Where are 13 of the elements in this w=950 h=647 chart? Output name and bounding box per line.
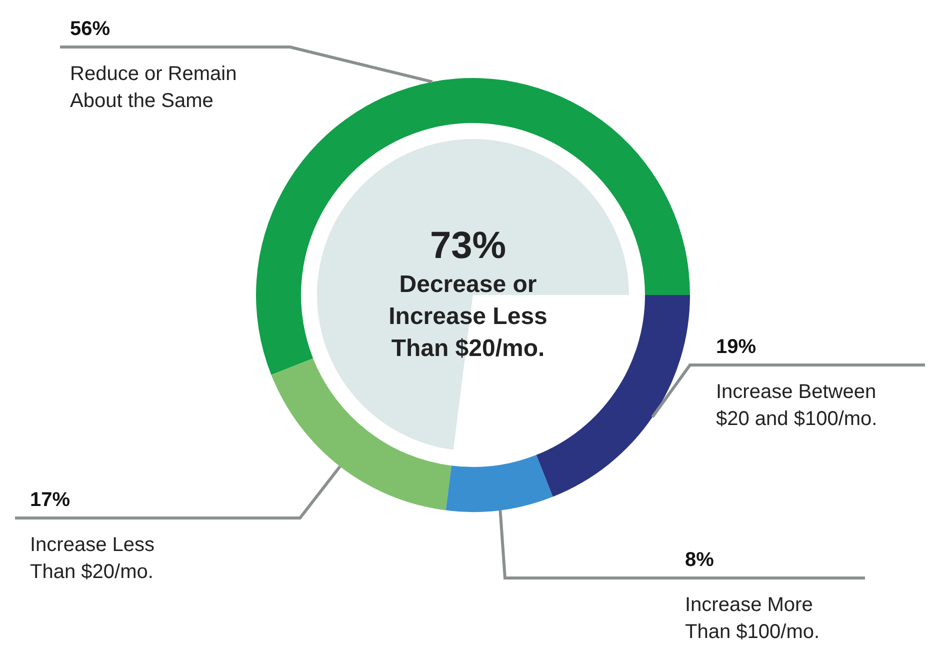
data-label: 56% xyxy=(70,18,110,40)
slice-label: Increase Between $20 and $100/mo. xyxy=(716,381,878,430)
data-label: 17% xyxy=(30,489,70,511)
data-label: 8% xyxy=(685,549,714,571)
donut-slice xyxy=(256,78,690,375)
slice-label: Reduce or Remain About the Same xyxy=(70,63,237,112)
donut-slice xyxy=(446,454,553,512)
text: Decrease or Increase Less Than $20/mo. xyxy=(388,271,548,362)
donut-slice xyxy=(271,358,452,510)
text: 73% xyxy=(430,225,506,267)
slice-label: Increase More Than $100/mo. xyxy=(685,594,820,643)
data-label: 19% xyxy=(716,336,756,358)
slice-label: Increase Less Than $20/mo. xyxy=(30,534,155,583)
